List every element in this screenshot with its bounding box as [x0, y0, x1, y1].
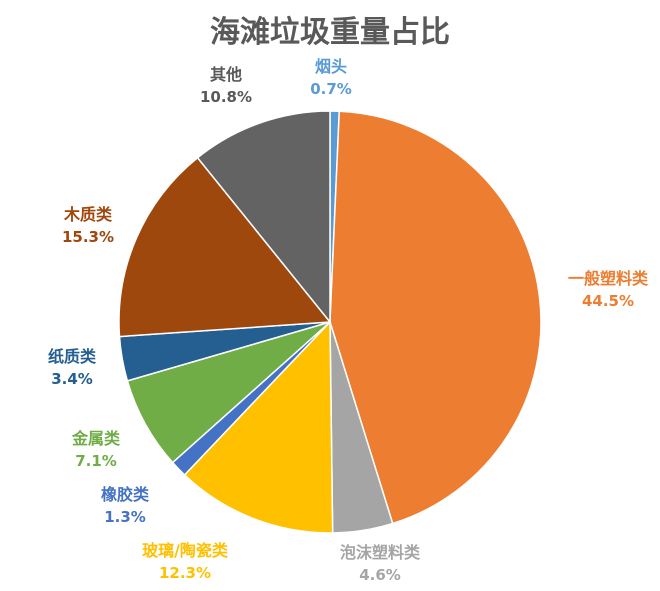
slice-value-label: 7.1% — [75, 452, 117, 470]
slice-label: 金属类 — [71, 429, 121, 448]
pie-slice — [183, 320, 334, 534]
slice-value-label: 15.3% — [62, 228, 114, 246]
slice-label: 木质类 — [63, 205, 113, 224]
pie-slice — [329, 110, 542, 525]
slice-label: 其他 — [210, 65, 242, 84]
chart-title: 海滩垃圾重量占比 — [210, 15, 450, 50]
slice-value-label: 10.8% — [200, 88, 252, 106]
slice-label: 一般塑料类 — [568, 269, 649, 288]
slice-label: 泡沫塑料类 — [340, 543, 421, 562]
slice-label: 橡胶类 — [101, 485, 150, 504]
pie-slice — [196, 110, 331, 325]
slice-label: 玻璃/陶瓷类 — [142, 541, 229, 560]
pie-slice — [118, 156, 332, 338]
slice-value-label: 3.4% — [51, 370, 93, 388]
slice-value-label: 44.5% — [582, 292, 634, 310]
slice-value-label: 0.7% — [310, 80, 352, 98]
pie-slices — [118, 110, 542, 534]
slice-value-label: 1.3% — [104, 508, 146, 526]
slice-label: 纸质类 — [48, 347, 97, 366]
slice-label: 烟头 — [315, 57, 347, 76]
pie-labels: 烟头 0.7% 一般塑料类 44.5% 泡沫塑料类 4.6% 玻璃/陶瓷类 12.3% 橡胶类 1… — [48, 57, 649, 584]
slice-value-label: 4.6% — [359, 566, 401, 584]
slice-value-label: 12.3% — [159, 564, 211, 582]
